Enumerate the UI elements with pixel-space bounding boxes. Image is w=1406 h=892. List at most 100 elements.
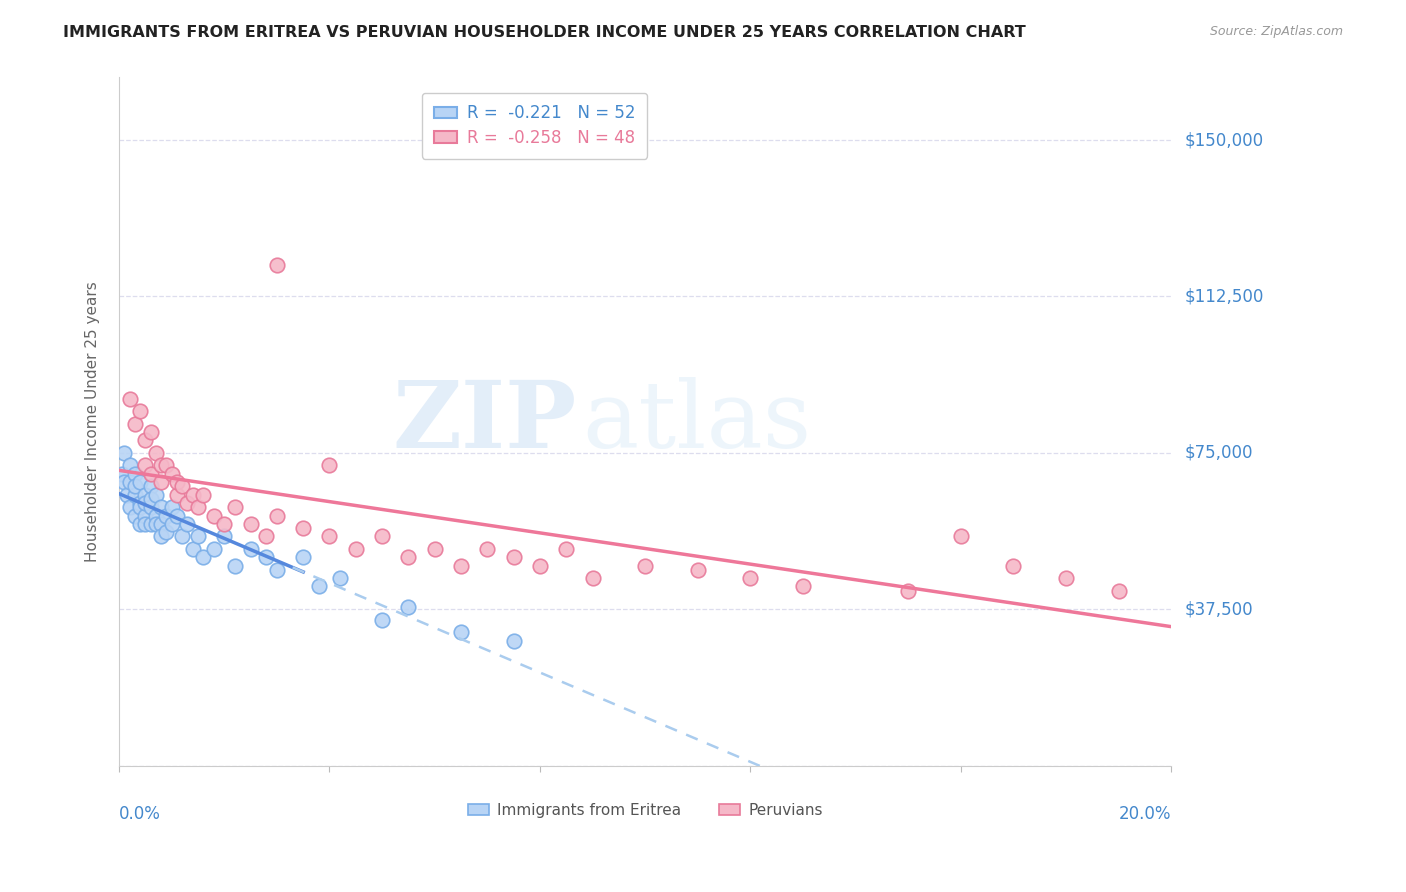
Point	[139, 500, 162, 515]
Point	[239, 541, 262, 556]
Point	[150, 500, 173, 515]
Point	[139, 491, 162, 506]
Point	[450, 625, 472, 640]
Point	[949, 529, 972, 543]
Point	[292, 550, 315, 565]
Point	[308, 579, 330, 593]
Point	[124, 508, 146, 523]
Point	[172, 529, 194, 543]
Point	[166, 475, 188, 490]
Text: atlas: atlas	[582, 376, 811, 467]
Point	[129, 404, 152, 418]
Point	[214, 529, 236, 543]
Point	[118, 475, 141, 490]
Point	[344, 541, 367, 556]
Point	[202, 508, 225, 523]
Point	[145, 516, 167, 531]
Point	[139, 479, 162, 493]
Point	[477, 541, 499, 556]
Point	[150, 516, 173, 531]
Point	[792, 579, 814, 593]
Point	[166, 508, 188, 523]
Point	[1054, 571, 1077, 585]
Text: IMMIGRANTS FROM ERITREA VS PERUVIAN HOUSEHOLDER INCOME UNDER 25 YEARS CORRELATIO: IMMIGRANTS FROM ERITREA VS PERUVIAN HOUS…	[63, 25, 1026, 40]
Point	[139, 516, 162, 531]
Point	[254, 550, 277, 565]
Point	[502, 633, 524, 648]
Point	[181, 488, 204, 502]
Point	[150, 458, 173, 473]
Point	[266, 508, 288, 523]
Point	[396, 550, 419, 565]
Point	[266, 258, 288, 272]
Point	[172, 479, 194, 493]
Point	[155, 458, 177, 473]
Point	[124, 488, 146, 502]
Point	[396, 600, 419, 615]
Text: Source: ZipAtlas.com: Source: ZipAtlas.com	[1209, 25, 1343, 38]
Point	[254, 529, 277, 543]
Point	[193, 550, 215, 565]
Text: $75,000: $75,000	[1185, 444, 1254, 462]
Point	[129, 475, 152, 490]
Point	[318, 529, 340, 543]
Point	[139, 467, 162, 481]
Point	[202, 541, 225, 556]
Point	[129, 500, 152, 515]
Point	[112, 446, 135, 460]
Point	[160, 500, 183, 515]
Point	[1002, 558, 1025, 573]
Point	[145, 488, 167, 502]
Point	[124, 467, 146, 481]
Point	[634, 558, 657, 573]
Text: $112,500: $112,500	[1185, 287, 1264, 305]
Point	[193, 488, 215, 502]
Text: 20.0%: 20.0%	[1119, 805, 1171, 822]
Point	[686, 563, 709, 577]
Point	[239, 516, 262, 531]
Point	[112, 475, 135, 490]
Point	[160, 467, 183, 481]
Point	[134, 508, 156, 523]
Point	[139, 425, 162, 439]
Point	[129, 516, 152, 531]
Point	[187, 529, 209, 543]
Point	[111, 467, 134, 481]
Point	[224, 558, 246, 573]
Point	[502, 550, 524, 565]
Point	[176, 516, 198, 531]
Point	[134, 516, 156, 531]
Point	[450, 558, 472, 573]
Point	[155, 508, 177, 523]
Point	[266, 563, 288, 577]
Point	[371, 613, 394, 627]
Point	[176, 496, 198, 510]
Point	[371, 529, 394, 543]
Point	[118, 500, 141, 515]
Point	[134, 496, 156, 510]
Text: $150,000: $150,000	[1185, 131, 1264, 149]
Point	[581, 571, 603, 585]
Point	[423, 541, 446, 556]
Point	[1108, 583, 1130, 598]
Point	[134, 458, 156, 473]
Point	[166, 488, 188, 502]
Point	[329, 571, 352, 585]
Point	[129, 496, 152, 510]
Point	[124, 417, 146, 431]
Point	[118, 458, 141, 473]
Point	[318, 458, 340, 473]
Point	[150, 475, 173, 490]
Point	[134, 434, 156, 448]
Point	[529, 558, 551, 573]
Point	[897, 583, 920, 598]
Point	[155, 525, 177, 540]
Point	[160, 516, 183, 531]
Point	[115, 488, 138, 502]
Y-axis label: Householder Income Under 25 years: Householder Income Under 25 years	[86, 281, 100, 562]
Legend: Immigrants from Eritrea, Peruvians: Immigrants from Eritrea, Peruvians	[461, 797, 828, 823]
Point	[224, 500, 246, 515]
Text: $37,500: $37,500	[1185, 600, 1254, 618]
Text: ZIP: ZIP	[392, 376, 576, 467]
Point	[187, 500, 209, 515]
